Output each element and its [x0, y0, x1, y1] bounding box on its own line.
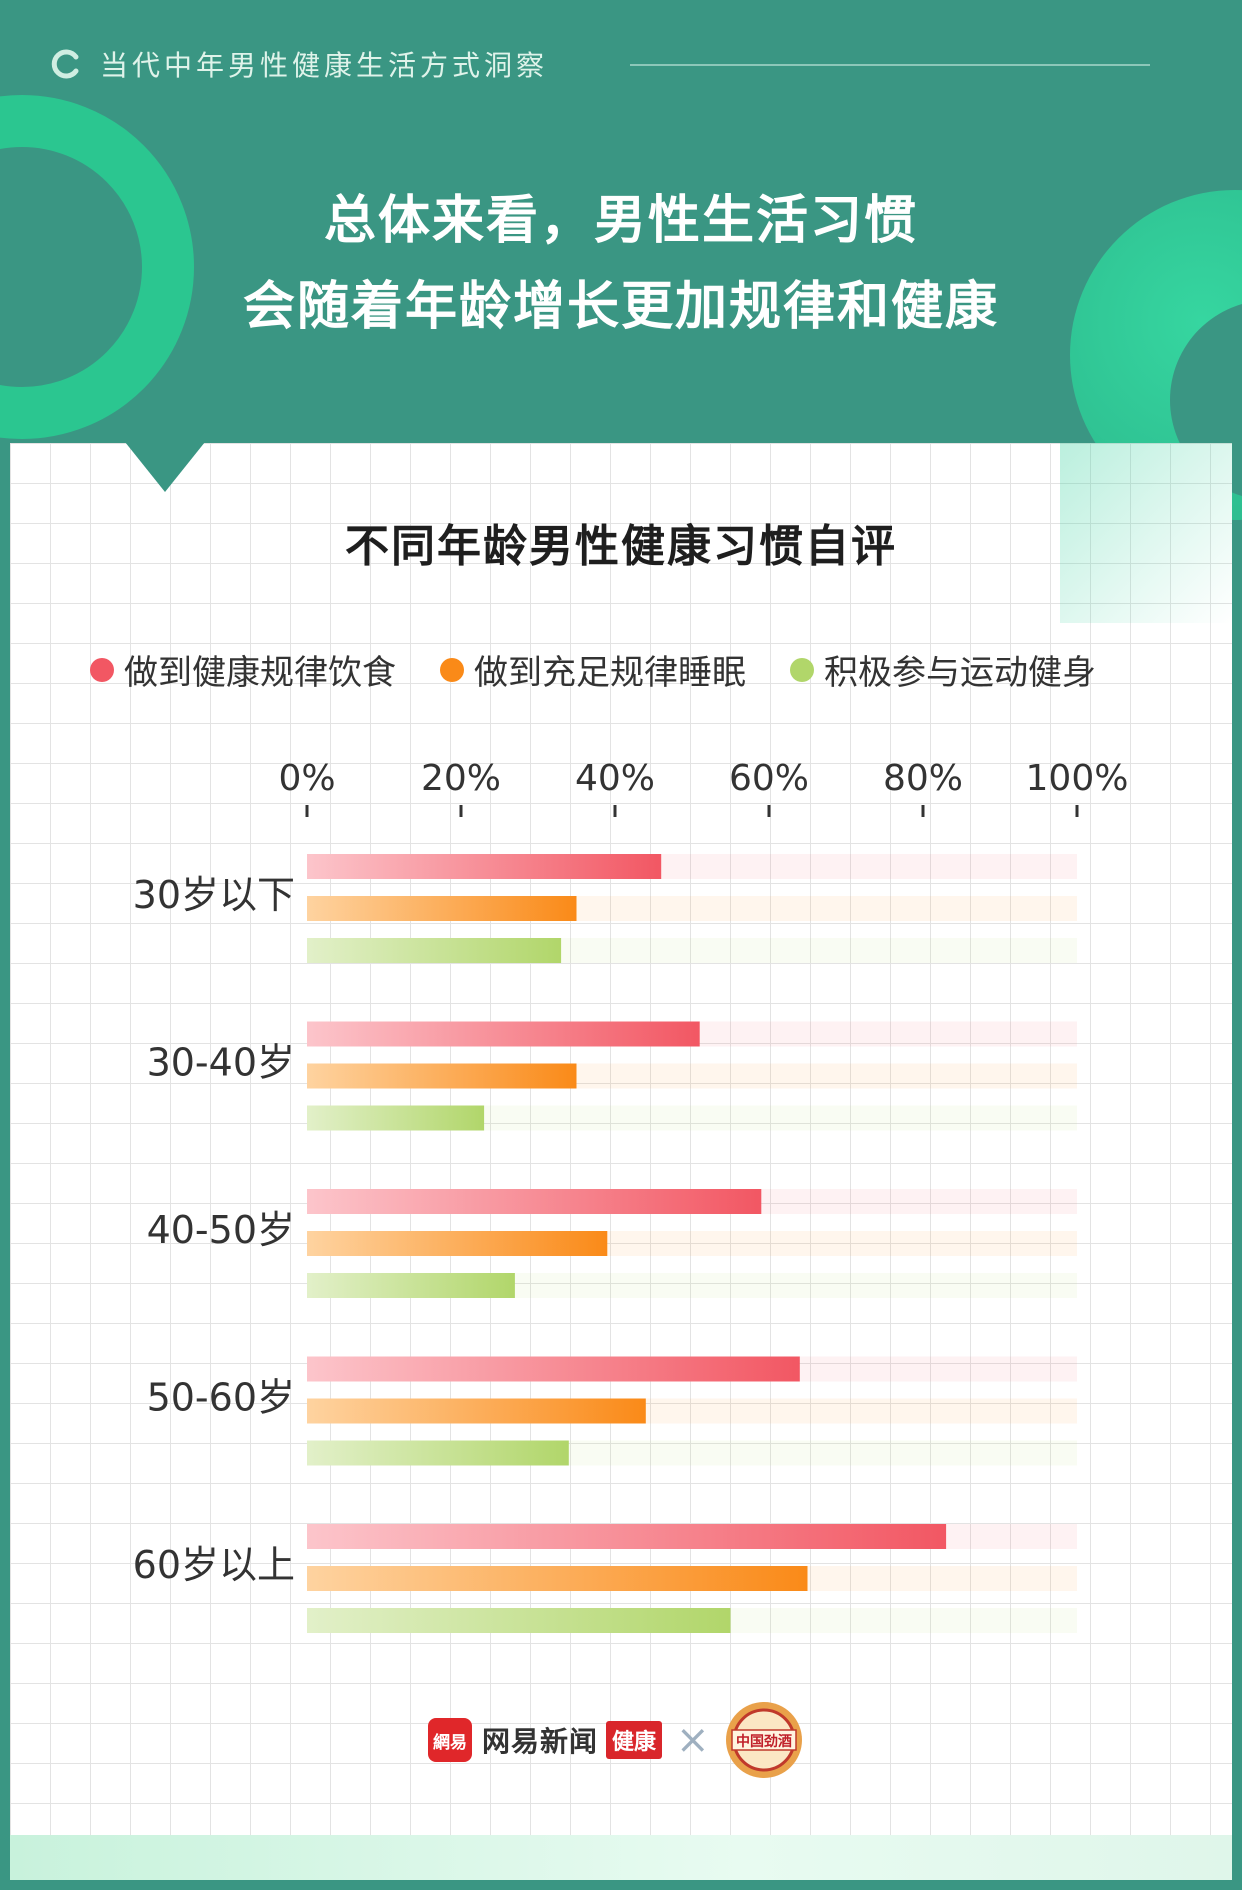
chart-panel: [10, 443, 1232, 1880]
legend-item-sleep: 做到充足规律睡眠: [440, 645, 746, 694]
netease-news-text: 网易新闻: [482, 1725, 599, 1758]
health-badge: 健康: [606, 1721, 663, 1759]
bar-exercise: [307, 1105, 485, 1131]
bar-sleep: [307, 1566, 808, 1591]
x-tick-label: 40%: [575, 758, 655, 799]
panel-corner-glow: [1060, 443, 1232, 623]
bar-diet: [307, 1021, 700, 1047]
legend-label-diet: 做到健康规律饮食: [124, 653, 396, 693]
legend-dot-sleep: [440, 657, 464, 682]
section-title: 当代中年男性健康生活方式洞察: [100, 49, 549, 82]
category-label: 30-40岁: [147, 1041, 295, 1085]
legend-label-sleep: 做到充足规律睡眠: [474, 653, 746, 693]
c-logo-icon: [51, 49, 79, 79]
bar-exercise: [307, 938, 562, 963]
bar-exercise: [307, 1273, 515, 1298]
bar-diet: [307, 1189, 762, 1214]
category-label: 30岁以下: [133, 873, 295, 917]
legend-item-diet: 做到健康规律饮食: [90, 645, 396, 694]
x-axis: 0% 20% 40% 60% 80% 100%: [278, 758, 1128, 817]
legend-label-exercise: 积极参与运动健身: [824, 653, 1096, 693]
legend-item-exercise: 积极参与运动健身: [790, 645, 1096, 694]
bar-diet: [307, 1524, 947, 1549]
chart-legend: 做到健康规律饮食 做到充足规律睡眠 积极参与运动健身: [90, 645, 1140, 694]
footer-bar: [10, 1835, 1232, 1880]
bar-sleep: [307, 1063, 577, 1089]
headline-line-1: 总体来看，男性生活习惯: [323, 191, 918, 251]
legend-dot-diet: [90, 657, 114, 682]
bar-sleep: [307, 1398, 646, 1424]
category-label: 60岁以上: [133, 1543, 295, 1587]
x-tick-label: 20%: [421, 758, 501, 799]
legend-dot-exercise: [790, 657, 814, 682]
bar-diet: [307, 854, 662, 879]
bars-layer: [307, 854, 1077, 1633]
x-tick-label: 60%: [729, 758, 809, 799]
svg-text:中国劲酒: 中国劲酒: [736, 1733, 792, 1750]
category-label: 50-60岁: [147, 1376, 295, 1420]
netease-logo-icon: 網易: [428, 1718, 472, 1762]
x-tick-label: 0%: [278, 758, 335, 799]
brand-footer: 網易 网易新闻 健康 × 中国劲酒: [428, 1700, 804, 1780]
header-divider: [630, 64, 1150, 66]
bar-diet: [307, 1356, 800, 1382]
category-label: 40-50岁: [147, 1208, 295, 1252]
headline-line-2: 会随着年龄增长更加规律和健康: [242, 277, 999, 337]
x-tick-label: 100%: [1026, 758, 1129, 799]
chart-title-container: 不同年龄男性健康习惯自评: [0, 510, 1242, 574]
chart-title: 不同年龄男性健康习惯自评: [339, 510, 903, 574]
bar-exercise: [307, 1608, 731, 1633]
x-tick-label: 80%: [883, 758, 963, 799]
bar-sleep: [307, 1231, 608, 1256]
category-labels: 30岁以下 30-40岁 40-50岁 50-60岁 60岁以上: [133, 873, 295, 1587]
bar-sleep: [307, 896, 577, 921]
jinjiu-seal-logo: 中国劲酒: [725, 1702, 802, 1778]
section-header: 当代中年男性健康生活方式洞察: [50, 44, 548, 84]
cross-icon: ×: [676, 1717, 710, 1763]
headline: 总体来看，男性生活习惯 会随着年龄增长更加规律和健康: [0, 178, 1242, 350]
chart-title-text: 不同年龄男性健康习惯自评: [345, 521, 897, 572]
bar-exercise: [307, 1440, 569, 1466]
panel-pointer: [125, 442, 205, 492]
